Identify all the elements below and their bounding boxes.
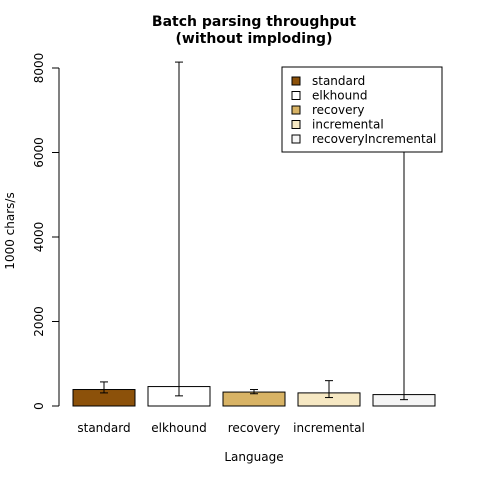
legend-label: standard xyxy=(312,74,365,88)
legend-label: recovery xyxy=(312,103,365,117)
category-label: standard xyxy=(77,421,130,435)
category-label: elkhound xyxy=(151,421,206,435)
legend-label: recoveryIncremental xyxy=(312,132,436,146)
y-axis-label: 1000 chars/s xyxy=(3,192,17,269)
category-label: recovery xyxy=(228,421,281,435)
legend-label: elkhound xyxy=(312,89,367,103)
category-labels: standard elkhound recovery incremental xyxy=(77,421,364,435)
legend-swatch-recovery xyxy=(291,105,301,115)
legend: standardelkhoundrecoveryincrementalrecov… xyxy=(281,66,443,153)
y-tick-label: 6000 xyxy=(32,137,46,168)
legend-label: incremental xyxy=(312,118,384,132)
x-axis-label: Language xyxy=(224,450,283,464)
legend-swatch-standard xyxy=(291,76,301,86)
chart-title-line-1: Batch parsing throughput xyxy=(152,14,356,30)
legend-swatch-elkhound xyxy=(291,91,301,100)
bars xyxy=(72,386,436,407)
category-label: incremental xyxy=(293,421,365,435)
chart-title-line-2: (without imploding) xyxy=(176,31,333,47)
y-tick-label: 8000 xyxy=(32,53,46,84)
chart-title: Batch parsing throughput (without implod… xyxy=(152,14,356,47)
legend-swatch-recoveryIncremental xyxy=(291,134,301,144)
legend-box xyxy=(281,66,443,153)
y-axis-ticks: 0 2000 4000 6000 8000 xyxy=(32,53,59,410)
y-tick-label: 2000 xyxy=(32,306,46,337)
error-bars xyxy=(100,61,408,401)
y-tick-label: 4000 xyxy=(32,222,46,253)
y-tick-label: 0 xyxy=(32,402,46,410)
legend-swatch-incremental xyxy=(291,120,301,129)
